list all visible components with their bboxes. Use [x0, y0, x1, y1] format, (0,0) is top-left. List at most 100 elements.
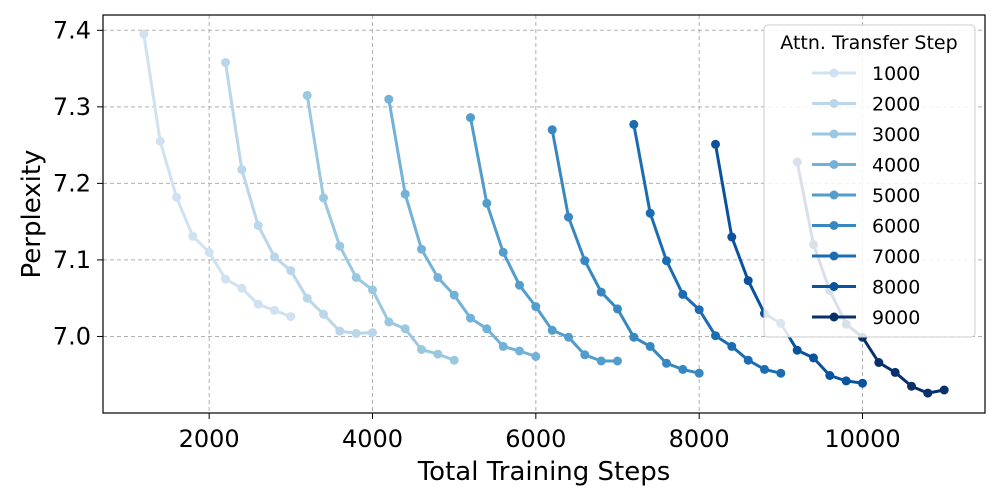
- data-point: [760, 364, 769, 374]
- legend-label: 7000: [872, 246, 920, 268]
- data-point: [384, 94, 394, 104]
- legend-label: 9000: [872, 307, 920, 329]
- data-point: [302, 90, 312, 100]
- data-point: [368, 328, 377, 338]
- legend-item: 6000: [812, 216, 920, 238]
- series-2000: [221, 58, 377, 338]
- data-point: [727, 341, 737, 351]
- legend-item: 8000: [812, 277, 920, 299]
- data-point: [286, 312, 296, 322]
- legend-label: 1000: [872, 63, 920, 85]
- series-line: [224, 61, 374, 335]
- data-point: [547, 325, 557, 335]
- data-point: [319, 193, 328, 203]
- y-tick-label: 7.1: [53, 246, 91, 274]
- legend-item: 1000: [812, 63, 920, 85]
- data-point: [678, 364, 688, 374]
- data-point: [515, 280, 524, 290]
- data-point: [368, 285, 377, 295]
- data-point: [466, 313, 475, 323]
- data-point: [825, 371, 835, 380]
- data-point: [351, 273, 361, 282]
- data-point: [874, 358, 884, 367]
- series-4000: [384, 94, 541, 361]
- data-point: [482, 324, 492, 334]
- legend-item: 5000: [812, 185, 920, 207]
- data-point: [237, 165, 247, 175]
- legend-swatch-marker: [829, 251, 839, 261]
- data-point: [319, 309, 328, 319]
- data-point: [711, 139, 720, 149]
- series-line: [142, 32, 293, 319]
- y-tick-label: 7.2: [53, 169, 91, 197]
- data-point: [253, 299, 263, 309]
- plot-series: [139, 29, 949, 398]
- data-point: [923, 388, 933, 398]
- data-point: [400, 324, 410, 334]
- legend-label: 4000: [872, 155, 920, 177]
- data-point: [890, 367, 900, 377]
- data-point: [253, 221, 263, 230]
- data-point: [384, 317, 394, 327]
- legend-swatch-marker: [829, 190, 839, 200]
- legend-item: 2000: [812, 94, 920, 116]
- legend-item: 9000: [812, 307, 920, 329]
- data-point: [155, 136, 165, 146]
- legend-swatch-marker: [829, 160, 839, 169]
- data-point: [433, 349, 443, 359]
- series-7000: [629, 119, 786, 378]
- data-point: [400, 189, 410, 199]
- y-axis-title: Perplexity: [17, 150, 47, 279]
- x-axis-title: Total Training Steps: [417, 457, 671, 487]
- legend-item: 3000: [812, 124, 920, 146]
- x-tick-label: 2000: [179, 425, 240, 453]
- data-point: [172, 192, 181, 202]
- data-point: [531, 302, 541, 312]
- y-tick-label: 7.4: [53, 16, 91, 44]
- series-5000: [466, 113, 622, 366]
- data-point: [221, 58, 230, 67]
- data-point: [662, 256, 671, 266]
- data-point: [939, 385, 949, 395]
- series-line: [305, 93, 456, 362]
- data-point: [498, 341, 508, 351]
- legend-label: 6000: [872, 216, 920, 238]
- data-point: [629, 332, 639, 342]
- data-point: [596, 287, 606, 297]
- data-point: [139, 29, 149, 39]
- data-point: [335, 241, 345, 251]
- data-point: [580, 350, 590, 360]
- data-point: [792, 345, 802, 355]
- data-point: [809, 353, 818, 363]
- data-point: [694, 305, 704, 315]
- data-point: [335, 326, 345, 336]
- legend-label: 5000: [872, 185, 920, 207]
- series-line: [387, 97, 538, 358]
- y-tick-label: 7.0: [53, 322, 91, 350]
- data-point: [417, 345, 426, 354]
- series-6000: [547, 125, 704, 378]
- x-tick-label: 4000: [342, 425, 403, 453]
- data-point: [580, 256, 590, 266]
- data-point: [776, 368, 786, 378]
- data-point: [498, 247, 508, 257]
- data-point: [482, 198, 492, 208]
- series-1000: [139, 29, 296, 322]
- legend-swatch-marker: [829, 221, 839, 230]
- data-point: [270, 252, 279, 262]
- data-point: [564, 332, 573, 342]
- legend-swatch-marker: [829, 129, 839, 139]
- x-tick-label: 10000: [824, 425, 900, 453]
- plot-frame: [102, 14, 986, 414]
- data-point: [743, 276, 753, 286]
- data-point: [743, 355, 753, 365]
- legend-swatch-marker: [829, 282, 839, 291]
- data-point: [629, 119, 639, 129]
- series-line: [550, 128, 701, 375]
- data-point: [433, 273, 443, 282]
- data-point: [449, 290, 459, 300]
- legend-label: 8000: [872, 277, 920, 299]
- data-point: [286, 266, 296, 276]
- series-line: [469, 116, 619, 363]
